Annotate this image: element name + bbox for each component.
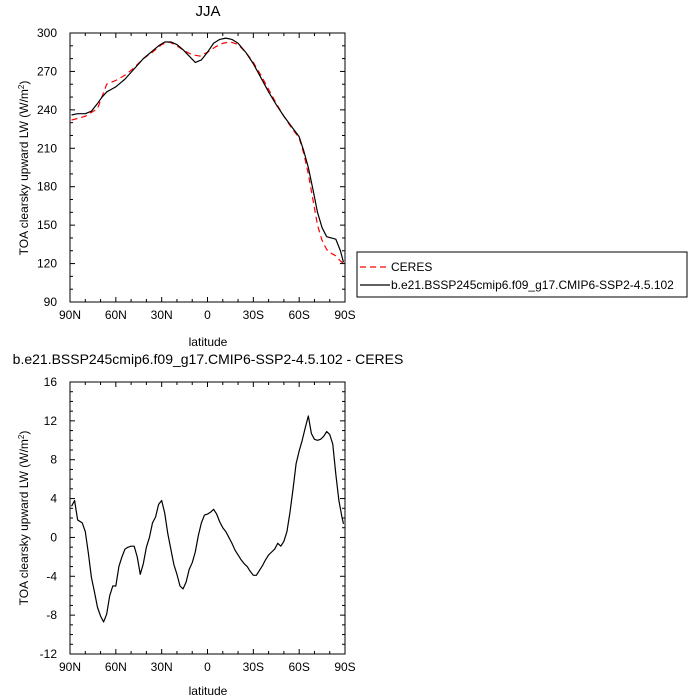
x-tick-label-bottom: 90N <box>59 660 81 674</box>
y-tick-label-top: 240 <box>37 103 57 117</box>
y-tick-label-bottom: -12 <box>40 647 58 661</box>
series-group-bottom <box>70 415 345 623</box>
y-tick-label-top: 210 <box>37 141 57 155</box>
x-tick-label-top: 90N <box>59 308 81 322</box>
chart-title-top: JJA <box>195 3 220 20</box>
legend-label-ceres: CERES <box>391 260 432 274</box>
x-tick-label-bottom: 30S <box>243 660 264 674</box>
plot-frame-bottom <box>69 381 346 655</box>
legend: CERES b.e21.BSSP245cmip6.f09_g17.CMIP6-S… <box>356 251 688 298</box>
x-axis-label-top: latitude <box>189 335 228 349</box>
series-line-top-0 <box>71 41 344 265</box>
axes-top: 90N 60N 30N 0 30S 60S 90S 90 120 150 180 210 240 270 3… <box>37 26 356 322</box>
y-tick-label-bottom: 0 <box>50 530 57 544</box>
y-tick-label-bottom: 16 <box>44 375 58 389</box>
y-tick-label-top: 120 <box>37 257 57 271</box>
panel-top: JJA 90N 60N 30N 0 30S 60S 90S 90 120 150 180 210 240… <box>17 3 688 349</box>
x-tick-label-top: 60N <box>105 308 127 322</box>
series-line-top-1 <box>71 37 345 263</box>
y-tick-label-bottom: 12 <box>44 414 58 428</box>
y-tick-label-bottom: -8 <box>46 608 57 622</box>
series-group-top <box>71 37 345 265</box>
y-axis-label-bottom-end: ) <box>17 431 31 435</box>
x-tick-label-bottom: 30N <box>151 660 173 674</box>
chart-title-bottom: b.e21.BSSP245cmip6.f09_g17.CMIP6-SSP2-4.… <box>13 351 404 367</box>
y-tick-label-top: 270 <box>37 64 57 78</box>
series-line-bottom-0 <box>70 415 345 623</box>
y-tick-label-top: 300 <box>37 26 57 40</box>
x-tick-label-top: 30N <box>151 308 173 322</box>
legend-box <box>356 251 688 298</box>
x-tick-label-top: 60S <box>288 308 309 322</box>
y-tick-label-bottom: -4 <box>46 569 57 583</box>
y-axis-label-top-sup: 2 <box>17 84 26 89</box>
x-tick-label-bottom: 60N <box>105 660 127 674</box>
y-axis-label-top-end: ) <box>17 81 31 85</box>
x-axis-label-bottom: latitude <box>189 684 228 698</box>
y-tick-label-top: 90 <box>44 295 58 309</box>
y-axis-label-bottom: TOA clearsky upward LW (W/m2) <box>17 431 31 606</box>
y-tick-label-top: 150 <box>37 218 57 232</box>
x-tick-label-top: 30S <box>243 308 264 322</box>
plot-frame-top <box>69 32 346 303</box>
x-tick-label-bottom: 60S <box>288 660 309 674</box>
y-tick-label-bottom: 8 <box>50 453 57 467</box>
x-tick-label-bottom: 0 <box>204 660 211 674</box>
y-axis-label-bottom-sup: 2 <box>17 434 26 439</box>
x-tick-label-top: 90S <box>334 308 355 322</box>
y-axis-label-top-main: TOA clearsky upward LW (W/m <box>17 89 31 255</box>
x-tick-label-bottom: 90S <box>334 660 355 674</box>
y-tick-label-top: 180 <box>37 180 57 194</box>
legend-label-model: b.e21.BSSP245cmip6.f09_g17.CMIP6-SSP2-4.… <box>391 278 674 292</box>
panel-bottom: b.e21.BSSP245cmip6.f09_g17.CMIP6-SSP2-4.… <box>13 351 404 698</box>
x-tick-label-top: 0 <box>204 308 211 322</box>
y-axis-label-top: TOA clearsky upward LW (W/m2) <box>17 81 31 256</box>
y-tick-label-bottom: 4 <box>50 492 57 506</box>
y-axis-label-bottom-main: TOA clearsky upward LW (W/m <box>17 439 31 605</box>
axes-bottom: 90N 60N 30N 0 30S 60S 90S -12 -8 -4 0 4 8 12 16 <box>40 375 356 674</box>
